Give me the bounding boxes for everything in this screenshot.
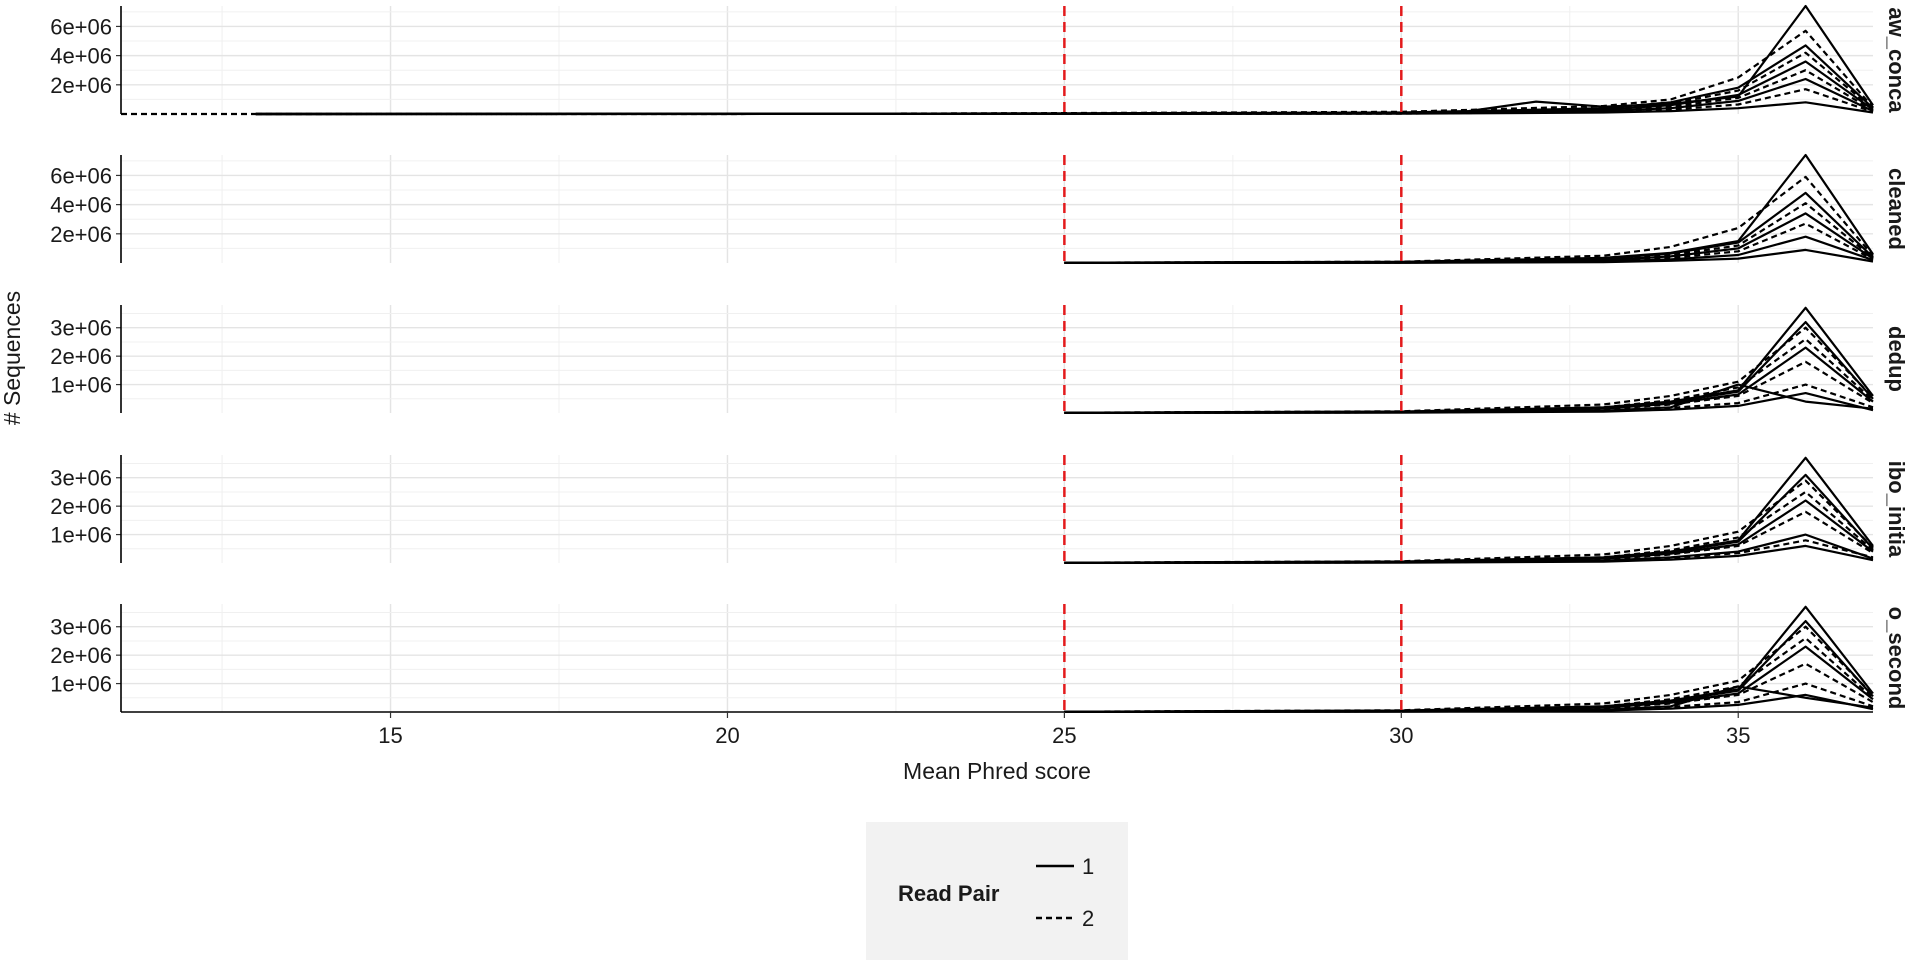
y-axis-title: # Sequences: [0, 291, 25, 425]
x-tick-label: 20: [715, 723, 739, 748]
y-tick-label: 3e+06: [50, 615, 112, 640]
series-line-readpair-2: [1064, 202, 1874, 264]
y-tick-label: 3e+06: [50, 466, 112, 491]
series-line-readpair-2: [1064, 539, 1874, 565]
strip: dedup: [1884, 326, 1909, 392]
strip: ibo_initia: [1884, 461, 1909, 558]
strip-label: dedup: [1884, 326, 1909, 392]
legend-label-1: 1: [1082, 854, 1094, 879]
y-tick-label: 2e+06: [50, 494, 112, 519]
facet-panels: 2e+06 4e+06 6e+06 aw_conca 2e+06 4e+06 6e+06 cl…: [50, 4, 1909, 714]
legend-title: Read Pair: [898, 881, 1000, 906]
x-tick-label: 35: [1726, 723, 1750, 748]
facet-panel-1: 2e+06 4e+06 6e+06 aw_conca: [50, 4, 1909, 116]
series-line-readpair-1: [1064, 456, 1874, 564]
series-line-readpair-2: [1064, 479, 1874, 564]
legend: Read Pair 1 2: [866, 822, 1128, 960]
series-line-readpair-2: [1064, 360, 1874, 414]
strip: aw_conca: [1884, 7, 1909, 113]
series-line-readpair-2: [1064, 326, 1874, 414]
strip-label: ibo_initia: [1884, 461, 1909, 558]
series-line-readpair-1: [1064, 605, 1874, 713]
y-tick-label: 4e+06: [50, 44, 112, 69]
series-line-readpair-1: [1064, 306, 1874, 414]
y-tick-label: 1e+06: [50, 523, 112, 548]
y-tick-label: 1e+06: [50, 373, 112, 398]
series-line-readpair-2: [1064, 490, 1874, 564]
series-line-readpair-2: [1064, 383, 1874, 414]
facet-panel-4: 1e+06 2e+06 3e+06 ibo_initia: [50, 455, 1909, 565]
series-line-readpair-2: [121, 29, 1874, 116]
y-tick-label: 6e+06: [50, 14, 112, 39]
series-line-readpair-1: [1064, 212, 1874, 264]
strip-label: cleaned: [1884, 168, 1909, 250]
y-tick-label: 2e+06: [50, 222, 112, 247]
strip: cleaned: [1884, 168, 1909, 250]
series-line-readpair-1: [1064, 153, 1874, 264]
series-line-readpair-2: [1064, 175, 1874, 264]
y-tick-label: 6e+06: [50, 163, 112, 188]
y-tick-label: 4e+06: [50, 193, 112, 218]
series-line-readpair-2: [1064, 636, 1874, 713]
y-tick-label: 3e+06: [50, 316, 112, 341]
strip-label: o_second: [1884, 607, 1909, 710]
x-tick-label: 30: [1389, 723, 1413, 748]
x-axis-title: Mean Phred score: [903, 758, 1091, 784]
y-tick-label: 2e+06: [50, 344, 112, 369]
series-line-readpair-2: [1064, 625, 1874, 713]
strip: o_second: [1884, 607, 1909, 710]
y-tick-label: 2e+06: [50, 73, 112, 98]
series-line-readpair-1: [1064, 473, 1874, 564]
series-line-readpair-2: [1064, 338, 1874, 414]
y-tick-label: 2e+06: [50, 643, 112, 668]
x-axis: 15 20 25 30 35: [378, 712, 1750, 748]
series-line-readpair-2: [1064, 682, 1874, 714]
series-line-readpair-1: [255, 101, 1874, 116]
facet-panel-3: 1e+06 2e+06 3e+06 dedup: [50, 305, 1909, 414]
legend-background: [866, 822, 1128, 960]
series-line-readpair-1: [1064, 544, 1874, 565]
x-tick-label: 15: [378, 723, 402, 748]
legend-label-2: 2: [1082, 906, 1094, 931]
strip-label: aw_conca: [1884, 7, 1909, 113]
x-tick-label: 25: [1052, 723, 1076, 748]
y-tick-label: 1e+06: [50, 672, 112, 697]
series-line-readpair-2: [1064, 510, 1874, 564]
facet-panel-5: 1e+06 2e+06 3e+06 o_second: [50, 604, 1909, 714]
series-line-readpair-1: [1064, 392, 1874, 414]
series-line-readpair-1: [1064, 248, 1874, 264]
facet-panel-2: 2e+06 4e+06 6e+06 cleaned: [50, 153, 1909, 264]
